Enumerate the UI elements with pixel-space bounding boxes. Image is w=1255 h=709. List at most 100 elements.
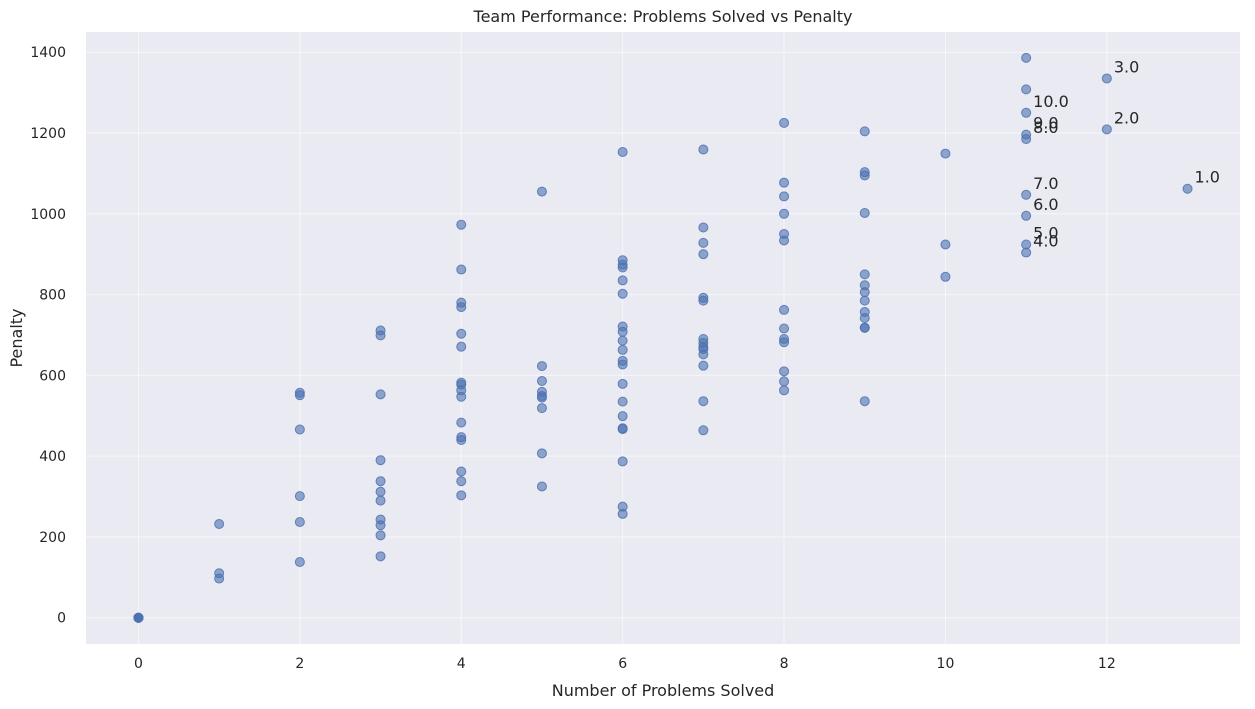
data-point xyxy=(779,323,790,334)
data-point xyxy=(1021,107,1032,118)
data-point xyxy=(1101,124,1112,135)
data-point xyxy=(375,476,386,487)
data-point xyxy=(1182,183,1193,194)
x-tick-label: 8 xyxy=(780,656,789,672)
y-tick-label: 800 xyxy=(39,288,66,304)
data-point xyxy=(617,262,628,273)
y-tick-label: 0 xyxy=(57,611,66,627)
data-points xyxy=(133,52,1193,623)
data-point xyxy=(698,249,709,260)
data-point xyxy=(536,403,547,414)
x-axis-label: Number of Problems Solved xyxy=(552,681,775,700)
point-annotation: 3.0 xyxy=(1114,57,1139,76)
data-point xyxy=(779,304,790,315)
data-point xyxy=(859,287,870,298)
chart-title: Team Performance: Problems Solved vs Pen… xyxy=(473,7,853,26)
point-annotation: 7.0 xyxy=(1033,174,1058,193)
data-point xyxy=(133,612,144,623)
data-point xyxy=(1021,52,1032,63)
data-point xyxy=(375,530,386,541)
x-tick-label: 0 xyxy=(134,656,143,672)
data-point xyxy=(456,417,467,428)
data-point xyxy=(456,341,467,352)
x-tick-label: 4 xyxy=(457,656,466,672)
data-point xyxy=(375,389,386,400)
data-point xyxy=(779,385,790,396)
data-point xyxy=(698,425,709,436)
data-point xyxy=(779,337,790,348)
data-point xyxy=(214,519,225,530)
y-tick-label: 600 xyxy=(39,368,66,384)
point-annotation: 4.0 xyxy=(1033,232,1058,251)
data-point xyxy=(294,424,305,435)
data-point xyxy=(375,455,386,466)
data-point xyxy=(779,208,790,219)
data-point xyxy=(214,573,225,584)
data-point xyxy=(698,349,709,360)
data-point xyxy=(617,146,628,157)
data-point xyxy=(698,144,709,155)
data-point xyxy=(536,361,547,372)
data-point xyxy=(1021,134,1032,145)
data-point xyxy=(456,435,467,445)
data-point xyxy=(456,219,467,230)
data-point xyxy=(536,186,547,197)
data-point xyxy=(779,376,790,387)
data-point xyxy=(536,481,547,492)
plot-area xyxy=(86,32,1240,644)
data-point xyxy=(859,313,870,324)
data-point xyxy=(698,360,709,371)
grid xyxy=(86,32,1240,644)
data-point xyxy=(456,264,467,275)
data-point xyxy=(617,508,628,519)
data-point xyxy=(617,411,628,422)
data-point xyxy=(698,237,709,248)
data-point xyxy=(536,376,547,387)
data-point xyxy=(859,269,870,280)
y-tick-label: 1400 xyxy=(30,45,66,61)
x-tick-label: 6 xyxy=(618,656,627,672)
data-point xyxy=(456,466,467,477)
data-point xyxy=(375,520,386,531)
data-point xyxy=(456,490,467,501)
data-point xyxy=(375,551,386,562)
data-point xyxy=(294,556,305,567)
point-annotation: 5.0 xyxy=(1033,223,1058,242)
data-point xyxy=(617,288,628,299)
tick-labels: 0 2 4 6 8 10 12 0 200 400 600 800 1000 1200 1400 xyxy=(30,45,1115,672)
data-point xyxy=(294,517,305,528)
data-point xyxy=(617,359,628,370)
data-point xyxy=(375,495,386,506)
data-point xyxy=(375,486,386,497)
y-tick-label: 1000 xyxy=(30,207,66,223)
point-annotation: 2.0 xyxy=(1114,108,1139,127)
data-point xyxy=(1101,73,1112,84)
data-point xyxy=(617,424,628,435)
data-point xyxy=(375,330,386,341)
x-tick-label: 12 xyxy=(1098,656,1116,672)
data-point xyxy=(617,456,628,467)
data-point xyxy=(698,396,709,407)
point-annotation: 10.0 xyxy=(1033,92,1069,111)
x-tick-label: 10 xyxy=(937,656,955,672)
data-point xyxy=(617,335,628,346)
data-point xyxy=(698,295,709,306)
data-point xyxy=(617,396,628,407)
data-point xyxy=(859,295,870,306)
point-annotation: 8.0 xyxy=(1033,118,1058,137)
data-point xyxy=(1021,189,1032,200)
data-point xyxy=(456,476,467,487)
point-annotation: 6.0 xyxy=(1033,195,1058,214)
data-point xyxy=(536,392,547,403)
annotations: 1.0 2.0 3.0 4.05.0 6.0 7.0 8.09.0 10.0 xyxy=(1033,57,1220,250)
data-point xyxy=(617,275,628,286)
data-point xyxy=(536,448,547,459)
data-point xyxy=(294,390,305,401)
data-point xyxy=(456,302,467,313)
data-point xyxy=(456,391,467,402)
data-point xyxy=(859,170,870,181)
data-point xyxy=(779,235,790,246)
y-axis-label: Penalty xyxy=(7,308,26,367)
data-point xyxy=(940,239,951,250)
